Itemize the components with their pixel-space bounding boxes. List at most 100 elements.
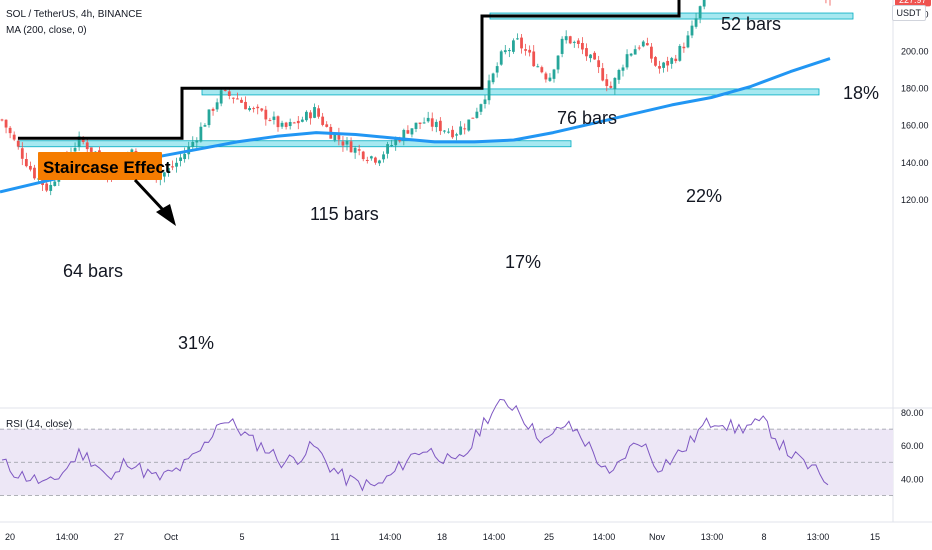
candle-body <box>414 122 418 129</box>
candle-body <box>625 54 629 68</box>
candle-body <box>175 162 178 167</box>
symbol-title: SOL / TetherUS, 4h, BINANCE <box>6 9 143 20</box>
annotation-52-bars: 52 bars <box>721 14 781 34</box>
candle-body <box>272 116 276 120</box>
candle-body <box>447 131 450 133</box>
price-tick-label: 180.00 <box>901 84 929 94</box>
time-tick-label: Oct <box>164 532 179 542</box>
callout-arrow-shaft <box>133 178 167 214</box>
candle-body <box>406 130 410 134</box>
candle-body <box>637 47 641 49</box>
candle-body <box>240 99 243 103</box>
candle-body <box>280 122 284 127</box>
candle-body <box>179 157 182 161</box>
candle-body <box>73 147 77 152</box>
callout-box <box>38 152 162 180</box>
last-price-label: 227.97 <box>899 0 927 5</box>
candle-body <box>589 54 592 59</box>
candle-body <box>418 122 422 124</box>
candle-body <box>560 38 564 54</box>
candle-body <box>305 111 308 121</box>
last-price-badge <box>895 0 931 7</box>
candle-body <box>337 134 341 140</box>
candle-body <box>256 106 260 109</box>
currency-button[interactable]: USDT <box>891 5 926 21</box>
candle-body <box>690 25 694 36</box>
time-tick-label: 13:00 <box>807 532 830 542</box>
candle-body <box>167 168 170 173</box>
annotation-17-percent: 17% <box>505 252 541 272</box>
candle-body <box>597 60 601 68</box>
candle-body <box>268 119 272 121</box>
candle-body <box>556 55 560 70</box>
candle-body <box>658 66 661 69</box>
price-tick-label: 120.00 <box>901 195 929 205</box>
candle-body <box>369 156 373 159</box>
candle-body <box>479 104 483 112</box>
candle-body <box>77 136 81 147</box>
candle-body <box>528 49 532 53</box>
candle-body <box>203 125 207 127</box>
candle-body <box>463 128 467 130</box>
candle-body <box>621 67 625 71</box>
candle-body <box>694 18 698 27</box>
candle-body <box>581 43 584 50</box>
rsi-tick-label: 40.00 <box>901 474 924 484</box>
ma-indicator-label[interactable]: MA (200, close, 0) <box>6 25 87 36</box>
candle-body <box>487 80 491 101</box>
candle-body <box>16 140 20 147</box>
candle-body <box>674 58 678 62</box>
candle-body <box>430 118 434 127</box>
candle-body <box>49 184 53 191</box>
candle-body <box>12 134 16 140</box>
rsi-indicator-label[interactable]: RSI (14, close) <box>6 419 73 430</box>
candle-body <box>666 60 670 66</box>
candle-body <box>451 129 454 138</box>
support-zone <box>201 88 820 96</box>
candle-body <box>641 41 645 47</box>
rsi-line <box>1 398 829 492</box>
candle-body <box>357 149 361 151</box>
time-tick-label: Nov <box>649 532 666 542</box>
candle-body <box>491 73 495 83</box>
candle-body <box>8 127 12 134</box>
candle-body <box>378 160 381 164</box>
candle-body <box>284 122 288 127</box>
candle-body <box>382 154 385 160</box>
candle-body <box>29 165 32 170</box>
candle-body <box>317 108 320 117</box>
candle-body <box>244 101 247 110</box>
candle-body <box>520 37 523 49</box>
candle-body <box>552 69 556 79</box>
time-tick-label: 14:00 <box>593 532 616 542</box>
candle-body <box>503 50 507 53</box>
candle-body <box>89 147 93 152</box>
staircase-line <box>18 0 681 140</box>
candle-body <box>292 122 296 124</box>
candle-body <box>53 181 57 186</box>
time-tick-label: 5 <box>239 532 244 542</box>
candle-body <box>398 139 402 142</box>
candle-body <box>438 120 442 132</box>
candle-body <box>227 91 231 96</box>
candle-body <box>633 49 637 55</box>
candle-body <box>349 141 353 153</box>
candle-body <box>455 134 458 136</box>
candle-body <box>361 151 365 160</box>
candle-body <box>601 68 605 81</box>
candle-body <box>475 111 479 118</box>
candle-body <box>276 116 280 128</box>
candle-body <box>609 85 613 88</box>
candle-body <box>471 117 475 119</box>
candle-body <box>162 172 166 177</box>
candle-body <box>645 43 649 46</box>
time-tick-label: 13:00 <box>701 532 724 542</box>
candle-body <box>576 40 580 44</box>
candle-body <box>605 79 609 87</box>
candle-body <box>532 51 536 67</box>
candle-body <box>698 6 702 19</box>
candle-body <box>24 159 28 167</box>
rsi-tick-label: 80.00 <box>901 408 924 418</box>
candle-body <box>467 119 471 131</box>
